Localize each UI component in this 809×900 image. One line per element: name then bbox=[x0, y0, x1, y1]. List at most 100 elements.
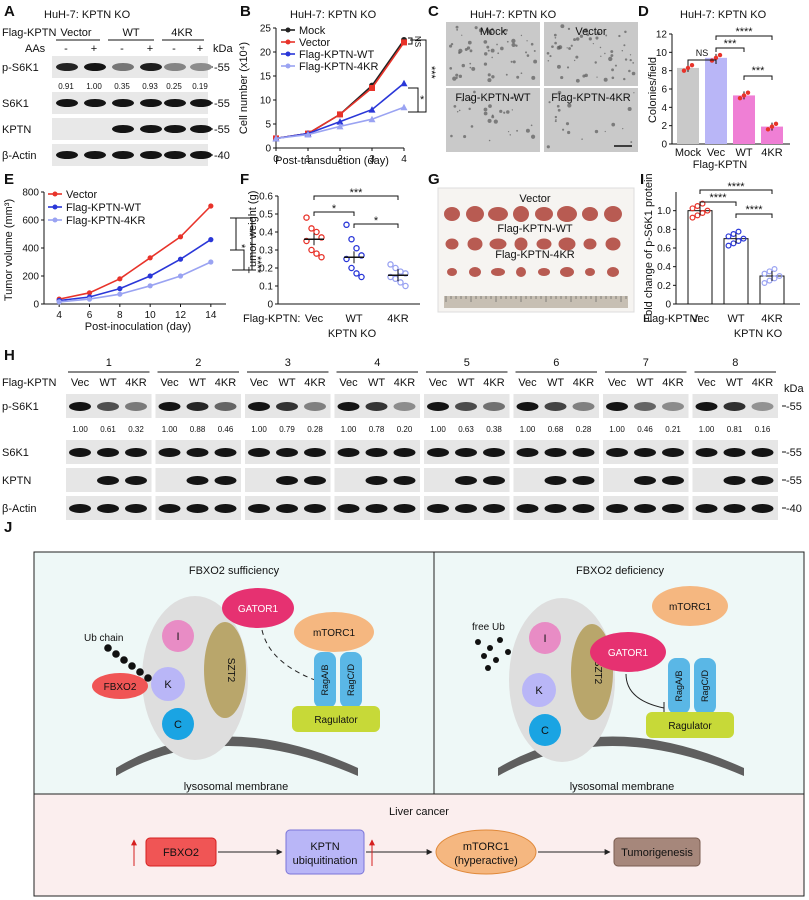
mtorc1-label-left: mTORC1 bbox=[313, 628, 355, 639]
f-point-0-3 bbox=[318, 234, 325, 241]
i-bracket-2 bbox=[699, 189, 773, 194]
colony-0-55 bbox=[491, 75, 495, 79]
band-a-1-3 bbox=[140, 99, 162, 107]
h-band-7-1-2 bbox=[751, 448, 774, 457]
h-band-1-1-2 bbox=[214, 448, 237, 457]
d-point-3-2 bbox=[773, 121, 779, 127]
panel-f-sublabel: KPTN KO bbox=[328, 328, 377, 340]
d-sig-ns: NS bbox=[696, 48, 709, 58]
colony-1-52 bbox=[560, 24, 565, 29]
h-lane-4-1: WT bbox=[457, 377, 474, 389]
b-legend-marker-2 bbox=[285, 51, 291, 57]
panel-label-e: E bbox=[4, 171, 14, 188]
d-y-ticklabel-4: 8 bbox=[661, 66, 667, 77]
c12orf66-left bbox=[162, 708, 194, 740]
ragulator-label-right: Ragulator bbox=[668, 721, 712, 732]
mtorc1-label-right: mTORC1 bbox=[669, 602, 711, 613]
band-a-2-3 bbox=[140, 125, 162, 133]
e-series-line-2 bbox=[59, 261, 212, 303]
free-ub-label: free Ub bbox=[472, 622, 505, 633]
fbxo2-label-left: FBXO2 bbox=[104, 682, 137, 693]
h-band-4-2-2 bbox=[483, 476, 505, 485]
h-lane-1-0: Vec bbox=[160, 377, 179, 389]
h-band-1-2-1 bbox=[186, 476, 209, 485]
d-category-0: Mock bbox=[675, 147, 702, 159]
h-band-7-1-0 bbox=[695, 448, 718, 457]
colony-1-16 bbox=[575, 26, 578, 29]
e-point-2-0 bbox=[56, 299, 62, 305]
h-quant-3-2: 0.20 bbox=[397, 425, 413, 434]
quant-a-1: 1.00 bbox=[86, 82, 102, 91]
h-quant-6-0: 1.00 bbox=[609, 425, 625, 434]
h-band-0-1-0 bbox=[69, 448, 91, 457]
panel-j: J FBXO2 sufficiency lysosomal membrane S… bbox=[4, 519, 805, 897]
i-point-1-1 bbox=[730, 240, 737, 247]
tumor-2-6 bbox=[585, 268, 595, 276]
f-point-1-7 bbox=[358, 273, 365, 281]
i-point-2-2 bbox=[771, 275, 778, 282]
f-sig-3: * bbox=[374, 215, 379, 227]
colony-1-27 bbox=[608, 56, 613, 62]
colony-1-11 bbox=[624, 58, 628, 61]
tumor-0-4 bbox=[535, 207, 553, 221]
e-point-1-4 bbox=[177, 256, 184, 262]
h-band-7-2-2 bbox=[751, 476, 774, 485]
d-point-2-0 bbox=[737, 95, 743, 101]
d-y-ticklabel-1: 2 bbox=[661, 121, 667, 132]
colony-1-38 bbox=[611, 76, 615, 80]
aas-sign-4: - bbox=[172, 43, 176, 55]
blot-a-label-0: p-S6K1 bbox=[2, 62, 39, 74]
h-band-3-3-0 bbox=[337, 504, 360, 513]
colony-0-39 bbox=[520, 72, 523, 75]
h-quant-2-1: 0.79 bbox=[279, 425, 295, 434]
i-sig-3: **** bbox=[745, 204, 763, 216]
b-legend-3: Flag-KPTN-4KR bbox=[299, 61, 379, 73]
f-point-0-4 bbox=[303, 237, 310, 245]
b-x-ticklabel-0: 0 bbox=[273, 154, 279, 165]
h-band-6-1-2 bbox=[662, 448, 684, 457]
h-band-1-3-1 bbox=[186, 504, 209, 513]
tumor-1-5 bbox=[558, 237, 576, 251]
free-ub-dot-4 bbox=[493, 657, 499, 663]
flow-label-0: FBXO2 bbox=[163, 847, 199, 859]
e-x-ticklabel-5: 14 bbox=[205, 310, 217, 321]
colony-1-21 bbox=[549, 55, 552, 58]
h-band-0-0-2 bbox=[125, 402, 147, 411]
i-bracket-1 bbox=[699, 201, 737, 206]
panel-c-title: HuH-7: KPTN KO bbox=[470, 9, 557, 21]
i-point-2-0 bbox=[761, 280, 768, 287]
h-lane-3-2: 4KR bbox=[394, 377, 415, 389]
e-point-0-5 bbox=[208, 203, 214, 209]
colony-0-53 bbox=[526, 54, 530, 57]
band-a-1-5 bbox=[190, 99, 212, 107]
d-category-3: 4KR bbox=[761, 147, 782, 159]
colony-0-42 bbox=[467, 40, 472, 45]
f-point-1-6 bbox=[353, 270, 360, 277]
h-sample-0: 1 bbox=[106, 357, 112, 369]
i-label-right: I bbox=[543, 633, 546, 645]
colony-1-44 bbox=[586, 33, 590, 37]
colony-3-1 bbox=[554, 120, 557, 123]
panel-a-title: HuH-7: KPTN KO bbox=[44, 9, 131, 21]
h-band-1-0-2 bbox=[214, 402, 237, 411]
d-y-ticklabel-2: 4 bbox=[661, 103, 667, 114]
colony-0-6 bbox=[497, 52, 500, 55]
ub-bead-5 bbox=[144, 674, 152, 682]
mtorc1-left bbox=[294, 612, 374, 652]
quant-a-4: 0.25 bbox=[166, 82, 182, 91]
colony-3-14 bbox=[627, 106, 632, 112]
colony-2-16 bbox=[516, 129, 519, 132]
d-point-3-0 bbox=[765, 127, 771, 132]
flow-node-1 bbox=[285, 829, 365, 875]
f-sig-1: * bbox=[332, 203, 337, 215]
tumor-2-1 bbox=[469, 267, 481, 277]
h-sample-1: 2 bbox=[195, 357, 201, 369]
b-x-ticklabel-1: 1 bbox=[305, 154, 311, 165]
colony-2-17 bbox=[511, 96, 514, 100]
h-band-2-0-1 bbox=[276, 402, 298, 411]
gator1-label-left: GATOR1 bbox=[238, 604, 279, 615]
colony-0-57 bbox=[484, 52, 488, 56]
panel-g: G Vector Flag-KPTN-WT Flag-KPTN-4KR bbox=[428, 171, 635, 313]
panel-a: A HuH-7: KPTN KO Flag-KPTN Vector WT 4KR… bbox=[2, 3, 233, 166]
colony-1-51 bbox=[603, 77, 608, 82]
